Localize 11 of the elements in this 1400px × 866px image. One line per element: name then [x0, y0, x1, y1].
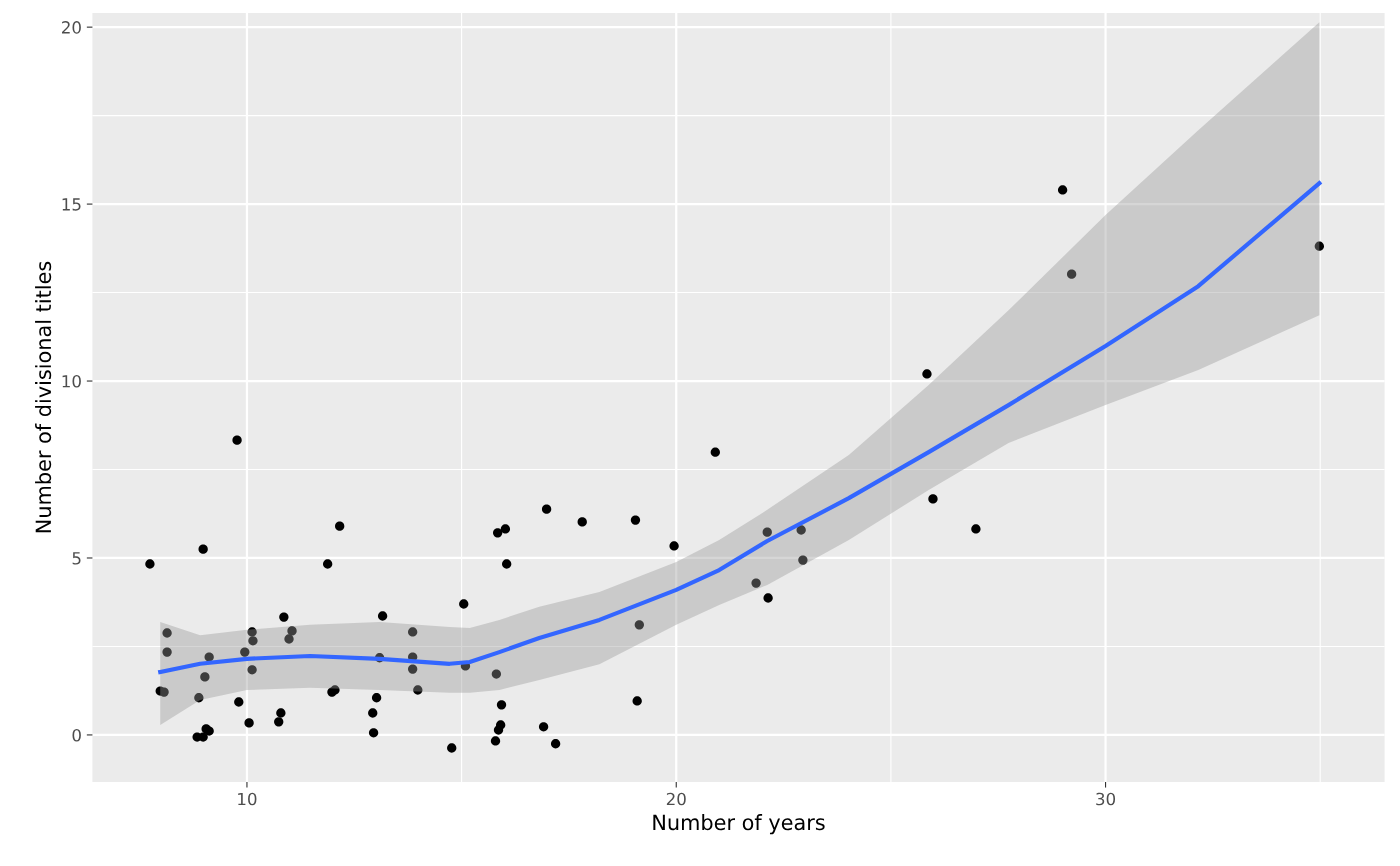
line-series — [158, 181, 1322, 675]
y-tick-label: 0 — [72, 728, 81, 742]
y-tick-label: 15 — [62, 198, 81, 211]
y-tick-label: 20 — [62, 21, 81, 34]
x-tick-label: 20 — [666, 792, 686, 806]
x-tick-label: 30 — [1096, 792, 1116, 806]
x-tick-label: 10 — [238, 792, 257, 806]
y-tick-label: 5 — [72, 552, 81, 565]
y-axis-title: Number of divisional titles — [35, 261, 52, 533]
x-axis-title: Number of years — [653, 814, 825, 835]
y-tick-label: 10 — [62, 375, 81, 388]
